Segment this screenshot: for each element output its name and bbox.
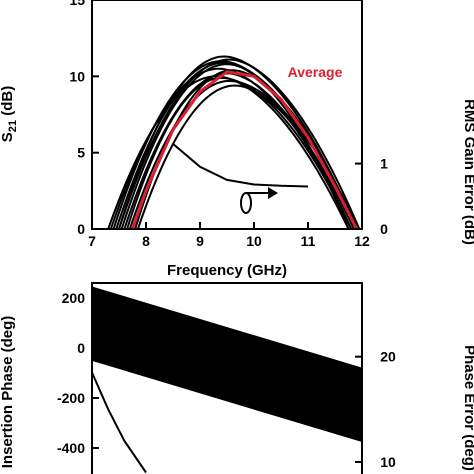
right-axis-indicator <box>240 187 278 214</box>
phase-state-line <box>92 337 362 422</box>
phase-state-line <box>92 288 362 373</box>
phase-state-line <box>92 301 362 386</box>
phase-state-line <box>92 286 362 371</box>
gain-y-tick-label: 5 <box>77 145 85 161</box>
gain-x-tick-label: 7 <box>88 233 96 249</box>
gain-y-axis-label-unit: (dB) <box>0 86 16 120</box>
phase-state-line <box>92 328 362 413</box>
gain-state-curve <box>117 58 361 229</box>
phase-state-line <box>92 310 362 395</box>
gain-y2-tick-label: 1 <box>380 156 388 172</box>
phase-y-ticks: 200 0 -200 -400 <box>57 290 99 456</box>
phase-state-line <box>92 297 362 382</box>
phase-y-tick-label: 0 <box>77 340 85 356</box>
average-annotation: Average <box>288 64 343 80</box>
phase-state-line <box>92 350 362 435</box>
phase-state-line <box>92 346 362 431</box>
phase-state-line <box>92 321 362 406</box>
phase-y-tick-label: -400 <box>57 440 85 456</box>
phase-state-line <box>92 355 362 441</box>
rms-gain-error-curve <box>172 143 309 188</box>
average-gain-curve <box>131 70 358 229</box>
phase-state-line <box>92 357 362 442</box>
phase-state-line <box>92 313 362 399</box>
phase-state-line <box>92 295 362 380</box>
phase-state-line <box>92 339 362 424</box>
phase-y-tick-label: -200 <box>57 390 85 406</box>
gain-y-axis-label-sub: 21 <box>7 120 19 132</box>
gain-state-curve <box>136 84 355 229</box>
gain-y-tick-label: 0 <box>77 221 85 237</box>
phase-state-line <box>92 323 362 408</box>
gain-y-axis-label-main: S <box>0 132 16 142</box>
gain-x-tick-label: 12 <box>354 233 370 249</box>
gain-x-ticks: 7 8 9 10 11 12 <box>88 222 370 249</box>
gain-y-tick-label: 10 <box>69 68 85 84</box>
phase-plot-frame <box>91 282 363 474</box>
phase-state-line <box>92 290 362 375</box>
phase-state-line <box>92 317 362 402</box>
phase-state-line <box>92 293 362 378</box>
phase-state-line <box>92 324 362 410</box>
gain-state-curves <box>107 55 361 229</box>
phase-state-line <box>92 341 362 426</box>
gain-x-tick-label: 9 <box>196 233 204 249</box>
phase-state-line <box>92 332 362 417</box>
phase-state-line <box>92 330 362 415</box>
gain-x-tick-label: 10 <box>246 233 262 249</box>
gain-y2-axis-label: RMS Gain Error (dB) <box>461 99 474 245</box>
phase-state-line <box>92 319 362 404</box>
phase-state-line <box>92 326 362 411</box>
gain-state-curve <box>115 61 350 229</box>
gain-state-curve <box>126 76 353 229</box>
gain-y-axis-label: S21 (dB) <box>0 86 19 142</box>
gain-y2-tick-label: 0 <box>380 221 388 237</box>
phase-state-line <box>92 303 362 388</box>
phase-y-tick-label: 200 <box>62 290 86 306</box>
phase-state-lines <box>92 286 362 442</box>
phase-y2-tick-label: 20 <box>380 349 396 365</box>
gain-y-ticks: 0 5 10 15 <box>69 0 99 237</box>
phase-y-axis-label: Insertion Phase (deg) <box>0 316 16 469</box>
phase-state-line <box>92 292 362 377</box>
phase-state-line <box>92 352 362 437</box>
phase-y2-tick-label: 10 <box>380 454 396 470</box>
phase-state-line <box>92 312 362 397</box>
phase-state-line <box>92 299 362 384</box>
gain-y-tick-label: 15 <box>69 0 85 8</box>
phase-state-line <box>92 354 362 439</box>
gain-y2-ticks: 01 <box>355 156 388 237</box>
phase-state-line <box>92 343 362 428</box>
gain-x-tick-label: 11 <box>301 233 316 249</box>
gain-x-tick-label: 8 <box>142 233 150 249</box>
phase-state-line <box>92 334 362 419</box>
gain-plot-frame <box>91 0 363 230</box>
gain-x-axis-label: Frequency (GHz) <box>167 262 287 279</box>
phase-state-line <box>92 345 362 430</box>
phase-state-line <box>92 304 362 389</box>
phase-state-line <box>92 308 362 393</box>
phase-error-curve <box>92 372 147 474</box>
phase-state-line <box>92 306 362 391</box>
phase-state-line <box>92 348 362 433</box>
phase-y2-axis-label: Phase Error (deg) <box>461 345 474 471</box>
phase-state-line <box>92 315 362 400</box>
phase-state-line <box>92 335 362 421</box>
